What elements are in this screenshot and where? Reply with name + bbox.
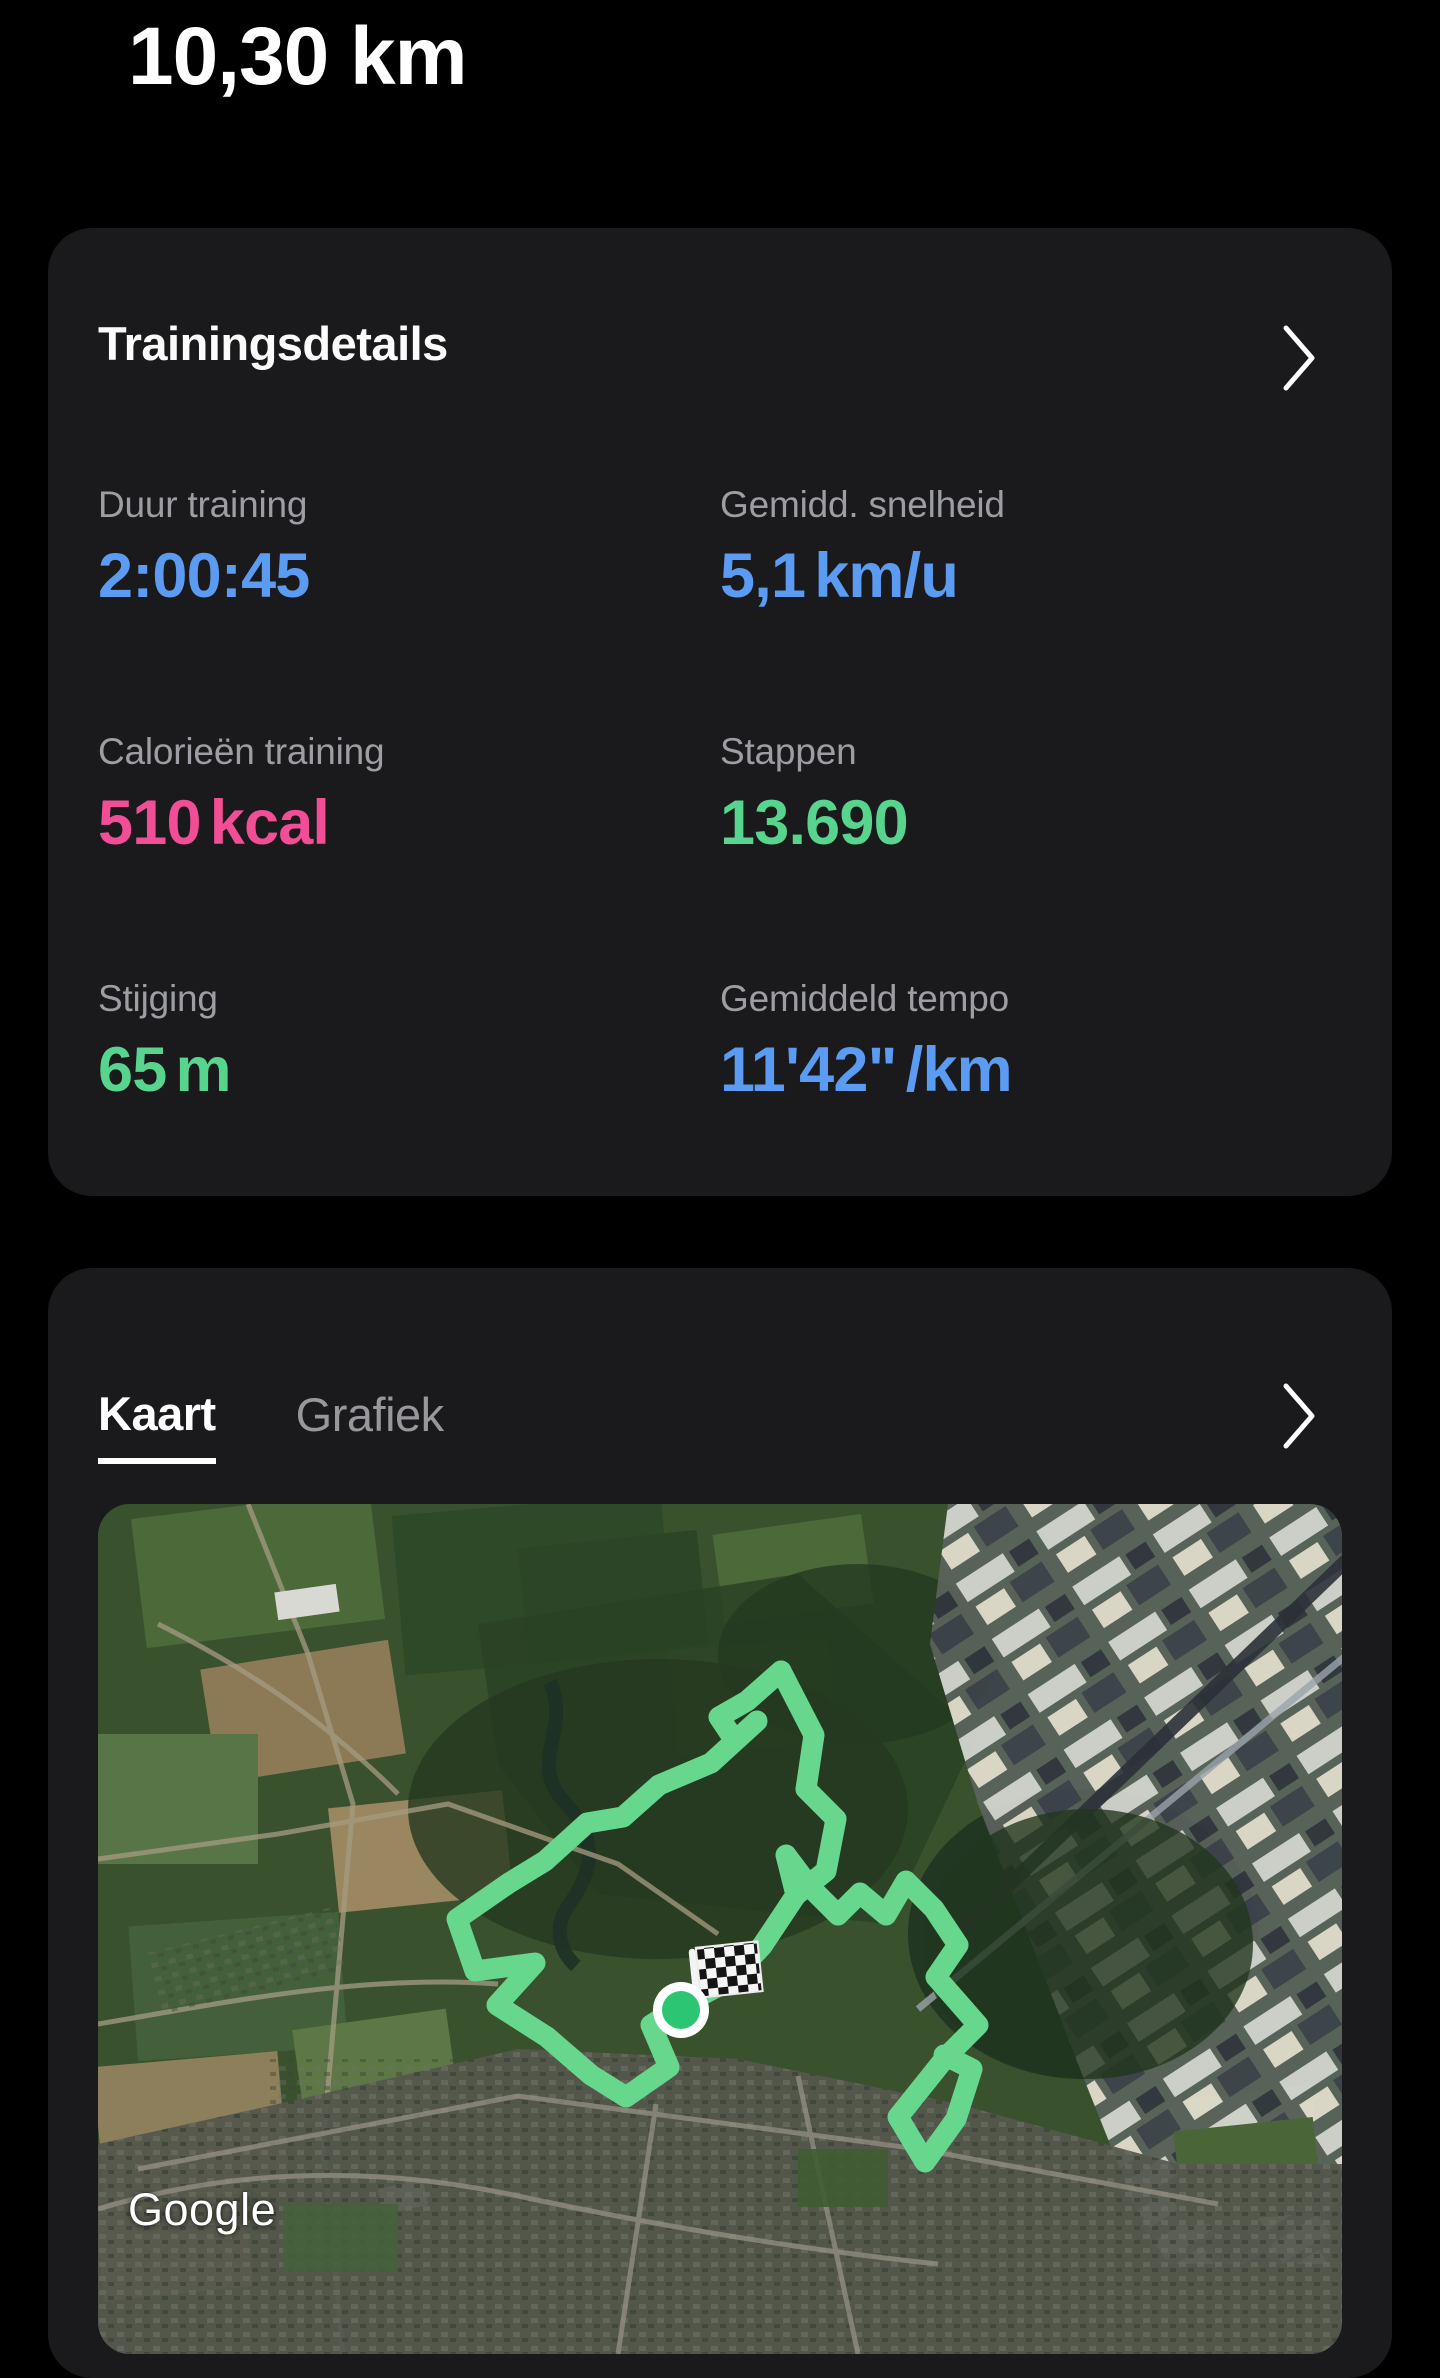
stat-value: 510 kcal [98, 790, 720, 856]
terrain-town [98, 2049, 1342, 2354]
stat-avg-speed: Gemidd. snelheid 5,1 km/u [720, 484, 1342, 609]
chevron-right-icon[interactable] [1280, 1380, 1320, 1452]
stats-grid: Duur training 2:00:45 Gemidd. snelheid 5… [98, 484, 1342, 1103]
stat-label: Stijging [98, 978, 218, 1020]
stat-value-unit: m [175, 1035, 231, 1106]
stat-elevation: Stijging 65 m [98, 978, 720, 1103]
stat-calories: Calorieën training 510 kcal [98, 731, 720, 856]
map-preview[interactable]: Google [98, 1504, 1342, 2354]
training-details-title: Trainingsdetails [98, 317, 448, 370]
stat-label: Gemidd. snelheid [720, 484, 1005, 525]
stat-value-unit: /km [905, 1035, 1013, 1106]
stat-value-number: 13.690 [720, 788, 909, 859]
stat-label: Stappen [720, 731, 857, 773]
training-details-card: Trainingsdetails Duur training 2:00:45 G… [48, 228, 1392, 1196]
chevron-right-icon[interactable] [1280, 322, 1320, 394]
stat-value-number: 11'42" [720, 1035, 898, 1106]
stat-value-number: 65 [98, 1035, 167, 1106]
stat-value-number: 5,1 [720, 541, 806, 611]
satellite-map [98, 1504, 1342, 2354]
distance-value: 10,30 km [128, 11, 467, 102]
stat-value-unit: kcal [209, 788, 330, 859]
stat-label: Gemiddeld tempo [720, 978, 1010, 1020]
stat-value: 2:00:45 [98, 543, 720, 609]
stat-value: 11'42"/km [720, 1037, 1342, 1103]
start-marker [653, 1982, 709, 2038]
map-terrain [98, 1504, 1342, 2354]
route-path-layer [446, 1660, 989, 2173]
stat-value-unit: km/u [814, 541, 959, 611]
stat-value: 5,1 km/u [720, 543, 1342, 609]
map-card-tabs: Kaart Grafiek [98, 1386, 444, 1464]
stat-value: 13.690 [720, 790, 1342, 856]
stat-duration: Duur training 2:00:45 [98, 484, 720, 609]
stat-steps: Stappen 13.690 [720, 731, 1342, 856]
stat-value-number: 510 [98, 788, 202, 859]
stat-label: Duur training [98, 484, 308, 525]
tab-grafiek[interactable]: Grafiek [295, 1388, 445, 1441]
stat-avg-pace: Gemiddeld tempo 11'42"/km [720, 978, 1342, 1103]
stat-value: 65 m [98, 1037, 720, 1103]
terrain-urban [915, 1504, 1342, 2264]
map-card: Kaart Grafiek [48, 1268, 1392, 2378]
stat-label: Calorieën training [98, 731, 385, 773]
google-watermark: Google [128, 2184, 277, 2235]
stat-value-number: 2:00:45 [98, 541, 310, 611]
tab-kaart[interactable]: Kaart [98, 1386, 216, 1464]
